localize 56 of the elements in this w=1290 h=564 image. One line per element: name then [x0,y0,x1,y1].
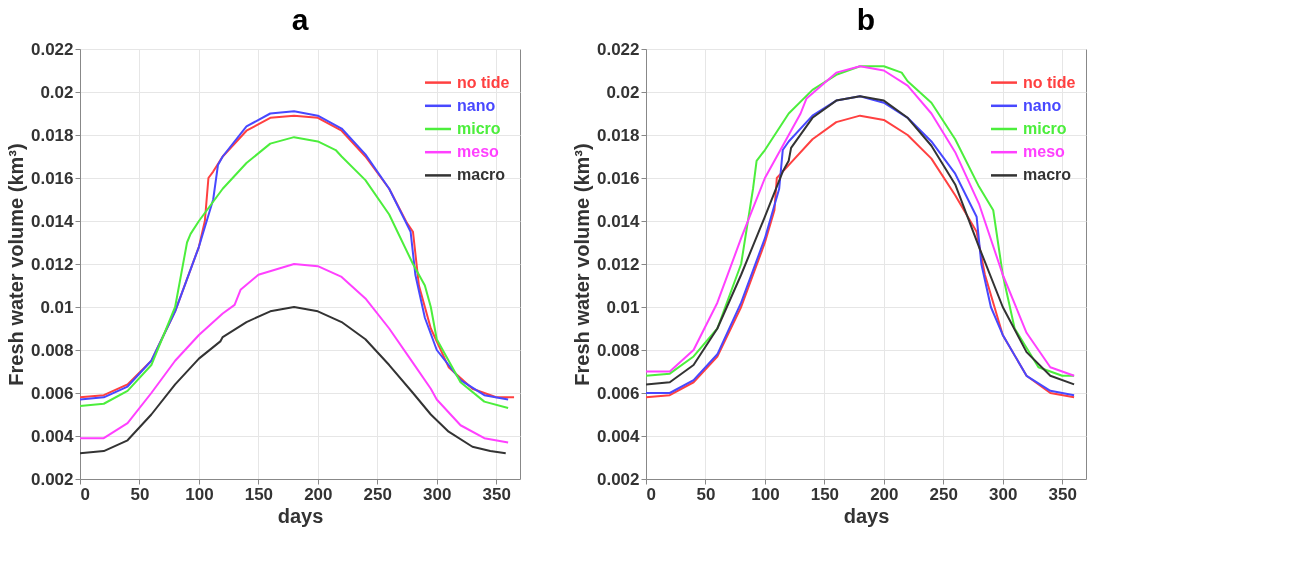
x-tick-label: 150 [810,484,840,504]
chart-title: b [856,3,876,36]
y-tick-label: 0.004 [596,426,641,446]
x-tick-label: 250 [929,484,958,504]
x-axis-title: days [277,504,324,527]
y-tick-label: 0.016 [30,168,74,188]
legend-label: nano [1023,96,1062,114]
y-tick-label: 0.018 [596,125,640,145]
y-tick-label: 0.01 [606,297,640,317]
legend-label: nano [457,96,496,114]
y-tick-label: 0.022 [596,39,640,59]
y-tick-label: 0.008 [30,340,74,360]
legend-label: no tide [457,73,510,91]
x-tick-label: 100 [751,484,780,504]
y-tick-label: 0.018 [30,125,74,145]
y-tick-label: 0.014 [30,211,75,231]
x-tick-label: 200 [870,484,899,504]
y-tick-label: 0.02 [40,82,74,102]
x-tick-label: 350 [482,484,511,504]
y-tick-label: 0.006 [596,383,640,403]
y-tick-label: 0.002 [30,469,74,489]
x-axis-title: days [843,504,890,527]
x-tick-label: 200 [304,484,333,504]
x-tick-label: 300 [423,484,452,504]
legend-label: micro [1023,120,1067,137]
x-tick-label: 350 [1048,484,1077,504]
x-tick-label: 50 [130,484,150,504]
x-tick-label: 250 [363,484,392,504]
y-tick-label: 0.01 [40,297,74,317]
x-tick-label: 150 [244,484,274,504]
y-tick-label: 0.014 [596,211,641,231]
y-tick-label: 0.022 [30,39,74,59]
y-tick-label: 0.004 [30,426,75,446]
legend-label: no tide [1023,73,1076,91]
y-tick-label: 0.008 [596,340,640,360]
y-tick-label: 0.002 [596,469,640,489]
y-axis-title: Fresh water volume (km³) [570,143,593,386]
legend-label: macro [1023,166,1072,184]
y-tick-label: 0.012 [30,254,74,274]
x-tick-label: 50 [696,484,716,504]
legend-label: meso [1023,143,1066,161]
y-axis-title: Fresh water volume (km³) [4,143,27,386]
y-tick-label: 0.006 [30,383,74,403]
y-tick-label: 0.02 [606,82,640,102]
legend-label: meso [457,143,500,161]
x-tick-label: 0 [80,484,90,504]
y-tick-label: 0.012 [596,254,640,274]
y-tick-label: 0.016 [596,168,640,188]
x-tick-label: 100 [185,484,214,504]
legend-label: macro [457,166,506,184]
line-series [80,306,507,455]
legend-label: micro [457,120,501,137]
line-series [80,263,510,444]
chart-title: a [291,3,309,36]
x-tick-label: 300 [989,484,1018,504]
x-tick-label: 0 [646,484,656,504]
